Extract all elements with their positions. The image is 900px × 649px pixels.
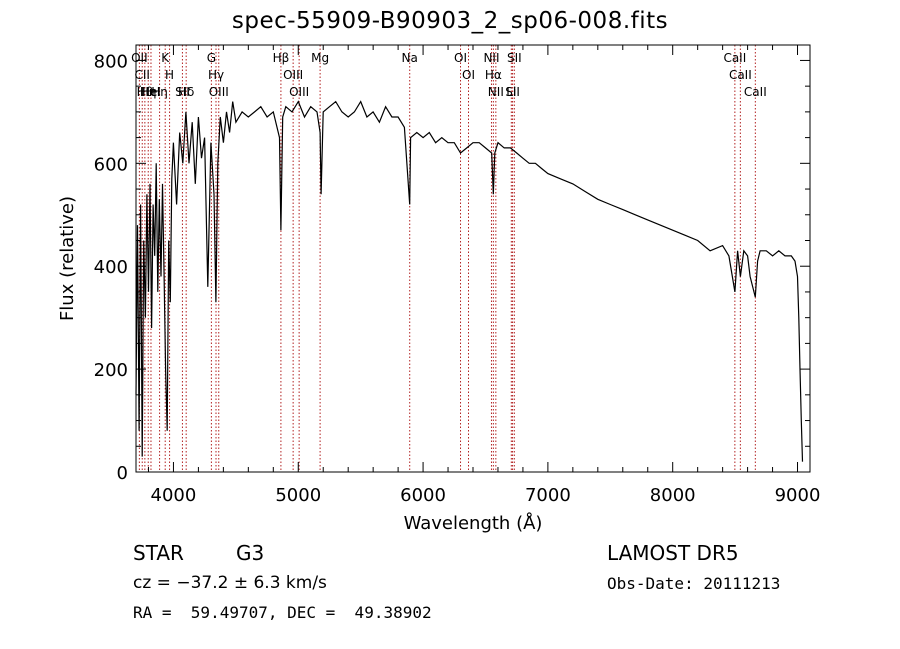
line-label: Li bbox=[506, 85, 516, 99]
chart-title: spec-55909-B90903_2_sp06-008.fits bbox=[231, 8, 669, 34]
line-label: CII bbox=[135, 68, 150, 82]
x-axis-label: Wavelength (Å) bbox=[404, 512, 543, 534]
line-label: G bbox=[207, 51, 216, 65]
spectrum-line bbox=[135, 100, 804, 462]
x-tick-label: 7000 bbox=[525, 485, 571, 506]
y-tick-label: 400 bbox=[94, 257, 128, 278]
x-tick-label: 8000 bbox=[650, 485, 696, 506]
line-label: NII bbox=[483, 51, 499, 65]
line-label: Hγ bbox=[208, 68, 224, 82]
cz-value: cz = −37.2 ± 6.3 km/s bbox=[133, 573, 327, 593]
y-tick-label: 800 bbox=[94, 51, 128, 72]
ra-dec: RA = 59.49707, DEC = 49.38902 bbox=[133, 603, 432, 622]
line-label: OIII bbox=[283, 68, 303, 82]
x-tick-label: 9000 bbox=[775, 485, 821, 506]
line-label: Hη bbox=[151, 85, 168, 99]
plot-frame bbox=[135, 44, 811, 473]
line-label: HeI bbox=[141, 85, 161, 99]
y-tick-label: 0 bbox=[117, 463, 128, 484]
survey-name: LAMOST DR5 bbox=[607, 541, 739, 565]
line-label: OI bbox=[462, 68, 475, 82]
y-axis-label: Flux (relative) bbox=[57, 196, 78, 321]
x-tick-label: 4000 bbox=[151, 485, 197, 506]
line-label: OIII bbox=[289, 85, 309, 99]
line-label: Hδ bbox=[178, 85, 194, 99]
line-label: CaII bbox=[723, 51, 746, 65]
y-tick-label: 200 bbox=[94, 360, 128, 381]
line-label: Mg bbox=[311, 51, 329, 65]
x-tick-label: 5000 bbox=[275, 485, 321, 506]
line-label: Hθ bbox=[137, 85, 153, 99]
x-tick-label: 6000 bbox=[400, 485, 446, 506]
line-label: Hβ bbox=[273, 51, 290, 65]
line-label: K bbox=[161, 51, 170, 65]
line-label: Hα bbox=[485, 68, 502, 82]
line-label: OII bbox=[131, 51, 148, 65]
line-label: NII bbox=[488, 85, 504, 99]
y-tick-label: 600 bbox=[94, 154, 128, 175]
line-label: Na bbox=[402, 51, 418, 65]
line-label: CaII bbox=[744, 85, 767, 99]
line-label: SII bbox=[505, 85, 520, 99]
line-label: SII bbox=[175, 85, 190, 99]
line-label: OIII bbox=[209, 85, 229, 99]
subclass: G3 bbox=[236, 541, 265, 565]
line-label: SII bbox=[507, 51, 522, 65]
line-label: OI bbox=[454, 51, 467, 65]
line-label: Hη bbox=[140, 85, 157, 99]
obs-date: Obs-Date: 20111213 bbox=[607, 574, 781, 593]
object-class: STAR bbox=[133, 541, 184, 565]
line-label: CaII bbox=[729, 68, 752, 82]
line-label: H bbox=[165, 68, 174, 82]
